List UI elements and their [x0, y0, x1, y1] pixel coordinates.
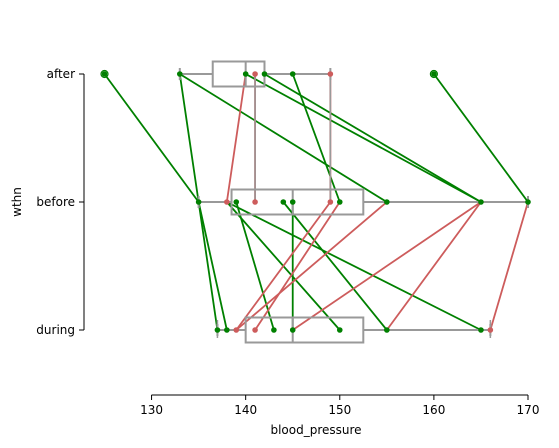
- paired-line-increase: [283, 202, 387, 330]
- data-point: [478, 199, 484, 205]
- data-point: [488, 327, 494, 333]
- paired-line-decrease: [236, 202, 330, 330]
- data-point: [328, 71, 334, 77]
- data-point: [243, 71, 249, 77]
- paired-line-decrease: [387, 202, 481, 330]
- paired-line-increase: [246, 74, 481, 202]
- paired-line-increase: [180, 74, 199, 202]
- paired-line-decrease: [236, 202, 387, 330]
- data-point: [290, 199, 296, 205]
- data-point: [290, 327, 296, 333]
- data-point: [262, 71, 268, 77]
- data-point: [252, 71, 258, 77]
- data-point: [271, 327, 277, 333]
- paired-line-decrease: [490, 202, 528, 330]
- paired-line-decrease: [293, 202, 481, 330]
- data-point: [224, 327, 230, 333]
- paired-line-decrease: [227, 74, 246, 202]
- x-tick-label: 150: [328, 403, 351, 417]
- data-point: [252, 327, 258, 333]
- x-tick-label: 130: [140, 403, 163, 417]
- y-tick-label: after: [47, 67, 75, 81]
- box-during: [217, 318, 490, 343]
- data-point: [337, 199, 343, 205]
- data-point: [252, 199, 258, 205]
- paired-line-increase: [180, 74, 387, 202]
- paired-line-decrease: [255, 202, 340, 330]
- y-tick-label: before: [36, 195, 75, 209]
- paired-line-increase: [105, 74, 199, 202]
- paired-line-increase: [227, 202, 481, 330]
- paired-line-increase: [199, 202, 218, 330]
- data-point: [384, 327, 390, 333]
- data-point: [233, 199, 239, 205]
- data-point: [196, 199, 202, 205]
- x-tick-label: 160: [422, 403, 445, 417]
- data-point: [328, 199, 334, 205]
- data-point: [290, 71, 296, 77]
- data-point: [384, 199, 390, 205]
- x-tick-label: 140: [234, 403, 257, 417]
- box-iqr: [232, 190, 364, 215]
- data-point: [233, 327, 239, 333]
- x-tick-label: 170: [517, 403, 540, 417]
- data-point: [478, 327, 484, 333]
- data-point: [102, 71, 108, 77]
- data-point: [337, 327, 343, 333]
- box-plots: [180, 62, 528, 343]
- y-axis-label: wthn: [10, 187, 24, 217]
- data-point: [525, 199, 531, 205]
- data-point: [281, 199, 287, 205]
- paired-line-increase: [293, 74, 340, 202]
- x-axis-label: blood_pressure: [270, 423, 361, 437]
- y-tick-label: during: [36, 323, 75, 337]
- data-point: [215, 327, 221, 333]
- data-point: [224, 199, 230, 205]
- data-point: [177, 71, 183, 77]
- data-point: [431, 71, 437, 77]
- paired-line-increase: [199, 202, 227, 330]
- axes: after before during 130 140 150 160 170: [36, 67, 539, 417]
